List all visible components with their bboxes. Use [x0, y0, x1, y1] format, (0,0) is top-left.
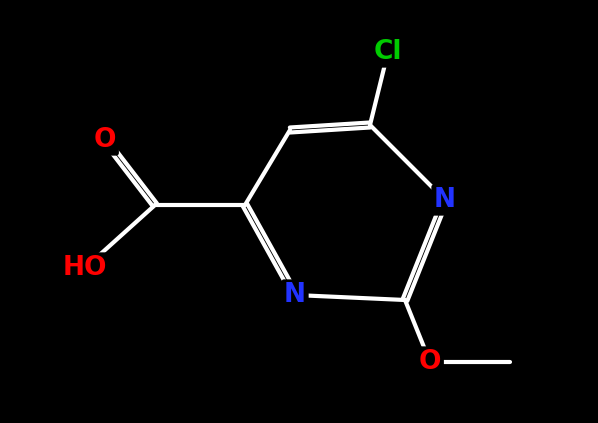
- Text: HO: HO: [63, 255, 107, 281]
- Text: O: O: [94, 127, 116, 153]
- Text: N: N: [434, 187, 456, 213]
- Text: O: O: [419, 349, 441, 375]
- Text: Cl: Cl: [374, 39, 402, 65]
- Text: N: N: [284, 282, 306, 308]
